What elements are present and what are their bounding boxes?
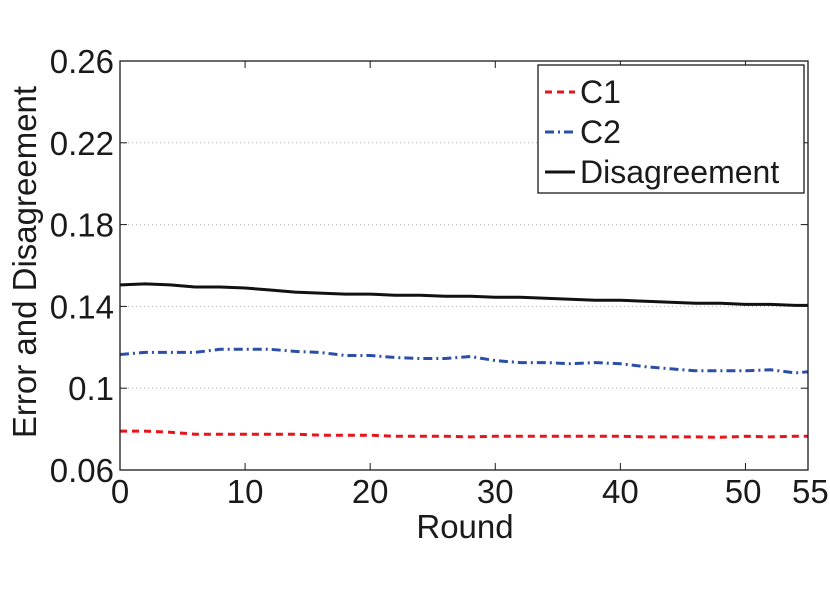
x-tick-label: 0 bbox=[111, 473, 129, 510]
x-tick-label: 30 bbox=[477, 473, 514, 510]
y-axis-title: Error and Disagreement bbox=[6, 86, 43, 438]
x-tick-label: 40 bbox=[602, 473, 639, 510]
series-lines bbox=[119, 282, 809, 439]
y-tick-label: 0.14 bbox=[50, 288, 114, 325]
x-tick-label: 10 bbox=[227, 473, 264, 510]
legend-label-disagreement: Disagreement bbox=[580, 154, 779, 190]
legend-label-c2: C2 bbox=[580, 114, 621, 150]
x-tick-label: 20 bbox=[352, 473, 389, 510]
x-tick-label: 50 bbox=[725, 473, 762, 510]
axis-ticks: 0.06 0.1 0.14 0.18 0.22 0.26 0 10 20 30 40 50 55 bbox=[50, 43, 829, 510]
x-tick-label: 55 bbox=[792, 473, 829, 510]
y-tick-label: 0.06 bbox=[50, 452, 114, 489]
y-tick-label: 0.26 bbox=[50, 43, 114, 80]
y-tick-label: 0.18 bbox=[50, 207, 114, 244]
legend-box bbox=[537, 64, 805, 194]
legend-label-c1: C1 bbox=[580, 74, 621, 110]
y-tick-label: 0.1 bbox=[68, 370, 114, 407]
series-line-c1 bbox=[120, 429, 808, 439]
series-line-disagreement bbox=[119, 282, 808, 307]
legend: C1 C2 Disagreement bbox=[537, 64, 805, 194]
grid bbox=[120, 142, 808, 389]
plot-frame bbox=[119, 60, 809, 471]
series-line-c2 bbox=[119, 347, 809, 375]
x-axis-title: Round bbox=[416, 508, 513, 545]
y-tick-label: 0.22 bbox=[50, 125, 114, 162]
